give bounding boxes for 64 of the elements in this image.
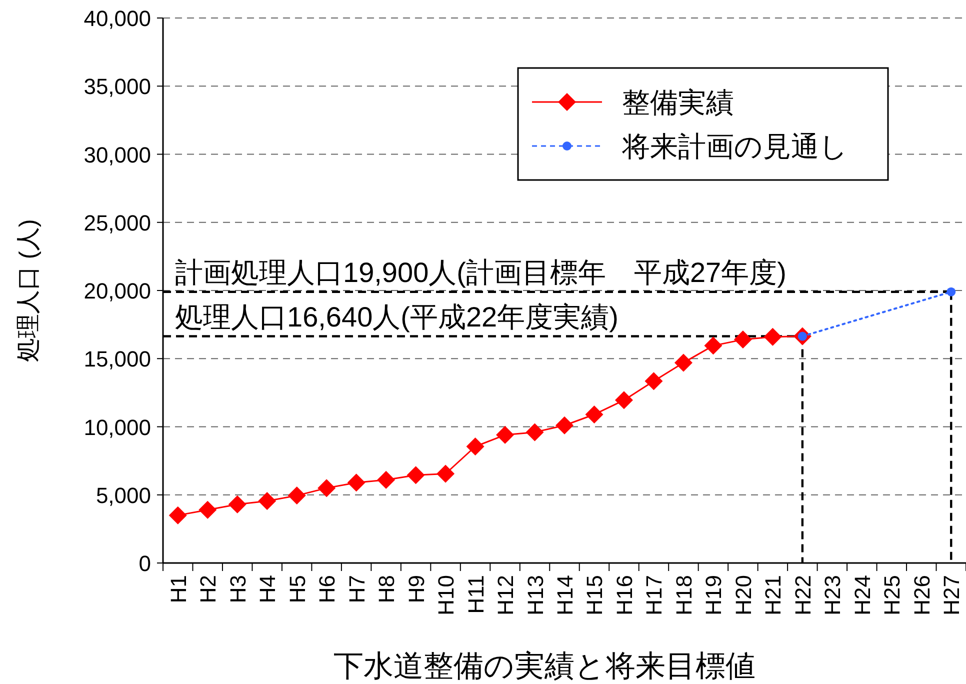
x-tick-label: H25 (880, 575, 905, 616)
x-tick-label: H13 (522, 575, 548, 616)
x-tick-label: H15 (582, 575, 608, 616)
x-tick-label: H6 (314, 575, 340, 604)
y-axis-title: 処理人口 (人) (15, 219, 42, 362)
x-tick-label: H18 (671, 575, 696, 616)
point (198, 500, 217, 519)
point (318, 479, 336, 498)
point (288, 486, 306, 505)
x-tick-label: H12 (493, 575, 518, 616)
x-tick-label: H4 (255, 575, 280, 604)
x-tick-label: H9 (404, 575, 429, 604)
x-tick-label: H3 (225, 575, 250, 604)
point (764, 328, 782, 346)
point (556, 416, 574, 434)
point (644, 372, 663, 390)
x-tick-label: H22 (790, 575, 816, 616)
x-tick-label: H26 (909, 575, 934, 616)
y-tick-label: 20,000 (84, 278, 151, 304)
x-tick-label: H19 (701, 575, 726, 616)
x-tick-label: H7 (344, 575, 370, 604)
x-tick-label: H21 (760, 575, 786, 616)
x-tick-label: H1 (166, 575, 191, 604)
x-tick-label: H14 (552, 575, 578, 616)
y-tick-label: 35,000 (84, 74, 151, 100)
point (496, 426, 514, 444)
point (347, 474, 366, 492)
point (258, 492, 276, 510)
y-tick-label: 15,000 (84, 346, 151, 372)
point (674, 354, 692, 372)
x-tick-label: H2 (196, 575, 221, 604)
x-tick-label: H27 (939, 575, 964, 616)
point (168, 506, 187, 524)
x-axis-title: 下水道整備の実績と将来目標値 (334, 650, 756, 683)
point (228, 495, 246, 514)
y-tick-label: 25,000 (84, 210, 151, 236)
legend-label: 将来計画の見通し (621, 131, 848, 162)
point (585, 405, 604, 424)
x-tick-label: H10 (434, 575, 459, 616)
x-tick-label: H23 (820, 575, 846, 616)
point (614, 391, 633, 410)
ref-line-label: 処理人口16,640人(平成22年度実績) (175, 301, 618, 332)
legend-label: 整備実績 (622, 87, 734, 118)
point (734, 330, 752, 349)
point (704, 336, 722, 355)
point (466, 438, 484, 456)
point (436, 464, 455, 483)
x-tick-label: H11 (463, 575, 488, 614)
point (526, 423, 544, 442)
x-tick-label: H20 (730, 575, 756, 616)
point (377, 470, 396, 489)
x-tick-label: H5 (284, 575, 310, 604)
x-tick-label: H8 (374, 575, 400, 604)
point (946, 287, 956, 296)
x-tick-label: H24 (850, 575, 875, 616)
ref-line-label: 計画処理人口19,900人(計画目標年 平成27年度) (175, 256, 786, 288)
x-tick-label: H17 (642, 575, 667, 616)
y-tick-label: 0 (138, 551, 151, 576)
point (406, 466, 425, 484)
x-tick-label: H16 (612, 575, 637, 616)
y-tick-label: 30,000 (84, 142, 151, 168)
y-tick-label: 40,000 (84, 6, 151, 31)
y-tick-label: 5,000 (96, 482, 151, 508)
y-tick-label: 10,000 (84, 414, 151, 440)
